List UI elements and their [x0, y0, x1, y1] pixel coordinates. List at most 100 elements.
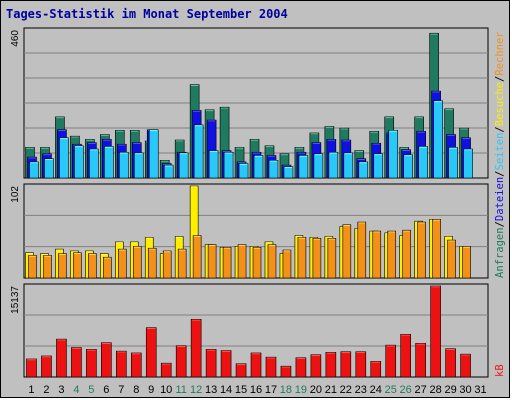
bar-requests-seiten-day-11-fill [178, 152, 189, 179]
bar-requests-seiten-day-16-fill [253, 155, 264, 179]
bar-requests-seiten-day-6 [104, 146, 114, 179]
bar-kb-kb-day-2-fill [41, 355, 52, 378]
bar-kb-kb-day-14 [220, 350, 232, 378]
bar-kb-kb-day-28 [430, 285, 441, 378]
legend-kb: kB [494, 364, 506, 377]
bar-requests-seiten-day-9 [148, 129, 159, 179]
bar-requests-seiten-day-29 [448, 147, 458, 179]
bar-kb-kb-day-8 [130, 352, 142, 378]
x-tick-label-day-10: 10 [160, 384, 172, 396]
bar-visits-rechner-day-3-fill [58, 253, 67, 279]
bar-visits-rechner-day-12-fill [192, 235, 202, 279]
bar-kb-kb-day-5-fill [86, 349, 97, 378]
bar-visits-rechner-day-30 [462, 246, 471, 279]
bar-requests-seiten-day-1 [29, 161, 39, 179]
bar-requests-seiten-day-23 [358, 161, 369, 179]
bar-requests-seiten-day-23-fill [358, 161, 369, 179]
legend-dateien: Dateien [494, 177, 506, 221]
x-tick-label-day-3: 3 [58, 384, 64, 396]
bar-kb-kb-day-18 [280, 365, 292, 378]
bar-kb-kb-day-24-fill [370, 361, 382, 378]
bar-visits-rechner-day-22 [342, 224, 352, 279]
bar-visits-rechner-day-12 [192, 235, 202, 279]
bar-visits-rechner-day-4 [73, 252, 82, 279]
bar-requests-seiten-day-15 [238, 163, 249, 179]
bar-visits-rechner-day-20 [312, 238, 322, 279]
x-tick-label-day-8: 8 [133, 384, 139, 396]
x-tick-label-day-23: 23 [355, 384, 367, 396]
x-tick-label-day-29: 29 [444, 384, 456, 396]
bar-visits-rechner-day-21 [327, 238, 337, 279]
bar-kb-kb-day-17-fill [265, 356, 277, 378]
bar-kb-kb-day-12 [190, 318, 202, 378]
bar-visits-rechner-day-13-fill [207, 244, 217, 279]
bar-requests-seiten-day-19 [298, 155, 309, 179]
x-tick-label-day-12: 12 [190, 384, 202, 396]
x-tick-label-day-27: 27 [415, 384, 427, 396]
bar-requests-seiten-day-26 [403, 154, 413, 179]
bar-visits-rechner-day-11-fill [177, 248, 187, 279]
bar-kb-kb-day-19 [295, 357, 307, 378]
bar-kb-kb-day-20 [310, 354, 322, 378]
bar-visits-rechner-day-8-fill [132, 246, 142, 279]
bar-kb-kb-day-21-fill [325, 352, 337, 378]
legend-separator: / [494, 126, 506, 132]
x-tick-label-day-7: 7 [118, 384, 124, 396]
bar-requests-seiten-day-9-fill [148, 129, 159, 179]
bar-kb-kb-day-30-fill [460, 353, 471, 378]
x-tick-label-day-16: 16 [250, 384, 262, 396]
bar-visits-rechner-day-25-fill [387, 230, 397, 279]
bar-visits-rechner-day-11 [177, 248, 187, 279]
bar-visits-rechner-day-14-fill [222, 247, 232, 279]
bar-kb-kb-day-25-fill [385, 344, 397, 378]
bar-visits-rechner-day-24-fill [372, 230, 382, 279]
bar-requests-seiten-day-3 [59, 137, 69, 179]
bar-kb-kb-day-5 [86, 349, 97, 378]
bar-visits-rechner-day-17-fill [267, 244, 277, 279]
bar-kb-kb-day-26-fill [400, 334, 411, 378]
bar-kb-kb-day-22-fill [340, 351, 352, 378]
bar-requests-seiten-day-28-fill [433, 100, 443, 179]
x-tick-label-day-9: 9 [148, 384, 154, 396]
bar-requests-seiten-day-11 [178, 152, 189, 179]
bar-kb-kb-day-8-fill [130, 352, 142, 378]
bar-kb-kb-day-12-fill [190, 318, 202, 378]
bar-visits-rechner-day-23 [357, 221, 367, 279]
x-tick-label-day-26: 26 [400, 384, 412, 396]
bar-requests-seiten-day-29-fill [448, 147, 458, 179]
x-tick-label-day-24: 24 [370, 384, 382, 396]
bar-kb-kb-day-4-fill [71, 347, 82, 378]
bar-visits-rechner-day-6-fill [103, 256, 112, 279]
bar-kb-kb-day-28-fill [430, 285, 441, 378]
bar-requests-seiten-day-12 [193, 124, 204, 179]
x-tick-label-day-18: 18 [280, 384, 292, 396]
panel-visits-ymax-label: 102 [10, 186, 21, 203]
legend-anfragen: Anfragen [494, 227, 506, 278]
bar-kb-kb-day-30 [460, 353, 471, 378]
bar-visits-rechner-day-7 [118, 248, 127, 279]
bar-visits-rechner-day-15-fill [237, 244, 247, 279]
bar-visits-rechner-day-24 [372, 230, 382, 279]
bar-requests-seiten-day-2 [44, 158, 54, 179]
bar-requests-seiten-day-2-fill [44, 158, 54, 179]
bar-visits-rechner-day-1-fill [28, 255, 37, 279]
bar-requests-seiten-day-18-fill [283, 166, 294, 179]
bar-kb-kb-day-21 [325, 352, 337, 378]
bar-kb-kb-day-3 [56, 338, 67, 378]
bar-kb-kb-day-25 [385, 344, 397, 378]
bar-kb-kb-day-9-fill [145, 327, 157, 378]
bar-visits-rechner-day-14 [222, 247, 232, 279]
bar-visits-rechner-day-26 [402, 229, 411, 279]
bar-kb-kb-day-11 [175, 345, 187, 378]
bar-visits-rechner-day-2 [43, 255, 52, 279]
bar-visits-rechner-day-6 [103, 256, 112, 279]
bar-visits-rechner-day-2-fill [43, 255, 52, 279]
bar-visits-rechner-day-10 [162, 250, 172, 279]
bar-requests-seiten-day-27-fill [418, 146, 428, 179]
bar-kb-kb-day-2 [41, 355, 52, 378]
bar-visits-rechner-day-23-fill [357, 221, 367, 279]
bar-kb-kb-day-10-fill [160, 362, 172, 378]
bar-visits-rechner-day-27 [417, 221, 426, 279]
x-tick-label-day-30: 30 [459, 384, 471, 396]
x-tick-label-day-4: 4 [73, 384, 79, 396]
